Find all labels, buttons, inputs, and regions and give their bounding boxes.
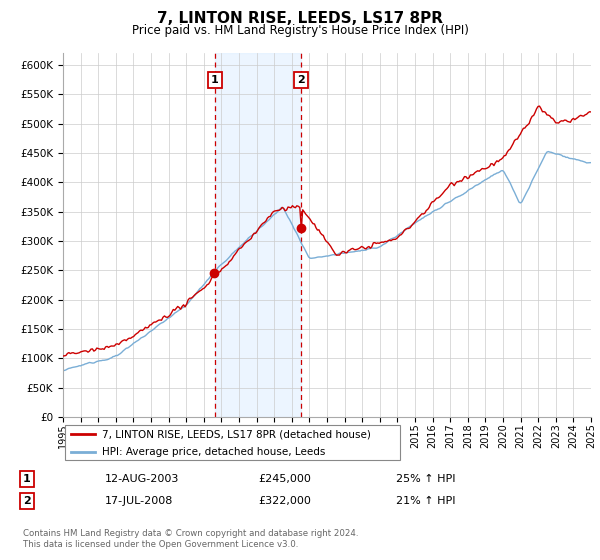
Text: 12-AUG-2003: 12-AUG-2003 <box>105 474 179 484</box>
Text: 2: 2 <box>23 496 31 506</box>
Text: 7, LINTON RISE, LEEDS, LS17 8PR: 7, LINTON RISE, LEEDS, LS17 8PR <box>157 11 443 26</box>
Text: 17-JUL-2008: 17-JUL-2008 <box>105 496 173 506</box>
Text: 2: 2 <box>298 74 305 85</box>
Bar <box>215 53 301 417</box>
Text: £245,000: £245,000 <box>258 474 311 484</box>
Text: HPI: Average price, detached house, Leeds: HPI: Average price, detached house, Leed… <box>102 447 325 457</box>
Text: £322,000: £322,000 <box>258 496 311 506</box>
Text: Price paid vs. HM Land Registry's House Price Index (HPI): Price paid vs. HM Land Registry's House … <box>131 24 469 36</box>
Text: 1: 1 <box>23 474 31 484</box>
Text: Contains HM Land Registry data © Crown copyright and database right 2024.
This d: Contains HM Land Registry data © Crown c… <box>23 529 358 549</box>
FancyBboxPatch shape <box>65 426 400 460</box>
Text: 21% ↑ HPI: 21% ↑ HPI <box>396 496 455 506</box>
Text: 25% ↑ HPI: 25% ↑ HPI <box>396 474 455 484</box>
Text: 1: 1 <box>211 74 218 85</box>
Text: 7, LINTON RISE, LEEDS, LS17 8PR (detached house): 7, LINTON RISE, LEEDS, LS17 8PR (detache… <box>102 429 371 439</box>
